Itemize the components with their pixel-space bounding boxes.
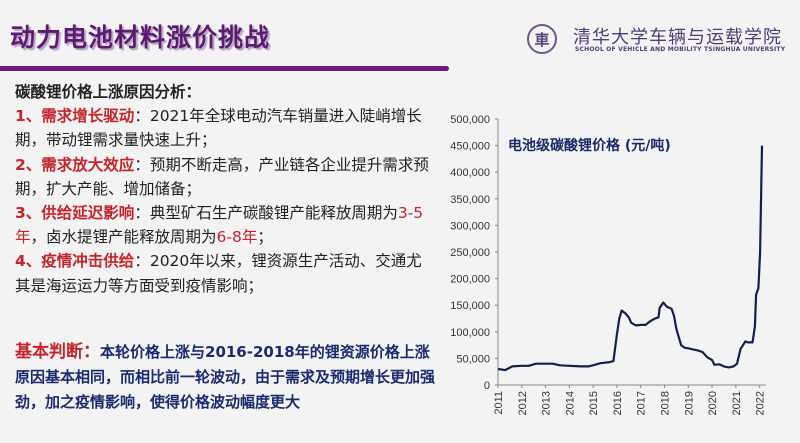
y-tick-label: 200,000 <box>450 274 490 286</box>
price-line <box>497 145 764 372</box>
x-tick-label: 2018 <box>659 391 671 415</box>
y-tick-label: 400,000 <box>450 167 490 179</box>
university-logo: 車 <box>527 24 557 54</box>
y-tick-label: 500,000 <box>450 114 490 126</box>
school-name-cn: 清华大学车辆与运载学院 <box>573 27 782 48</box>
analysis-block: 碳酸锂价格上涨原因分析： 1、需求增长驱动：2021年全球电动汽车销量进入陡峭增… <box>15 80 435 298</box>
x-tick-label: 2019 <box>683 391 695 415</box>
x-tick-label: 2016 <box>612 391 624 415</box>
y-tick-label: 150,000 <box>450 300 490 312</box>
x-tick-label: 2011 <box>493 391 505 415</box>
y-tick-label: 350,000 <box>450 194 490 206</box>
judgment-text: 本轮价格上涨与2016-2018年的锂资源价格上涨原因基本相同，而相比前一轮波动… <box>15 343 436 411</box>
y-tick-label: 450,000 <box>450 141 490 153</box>
x-tick-label: 2014 <box>564 391 576 415</box>
analysis-heading: 碳酸锂价格上涨原因分析： <box>15 83 202 101</box>
x-tick-label: 2013 <box>541 391 553 415</box>
y-tick-label: 50,000 <box>456 353 490 365</box>
y-tick-label: 0 <box>484 380 490 392</box>
basic-judgment: 基本判断：本轮价格上涨与2016-2018年的锂资源价格上涨原因基本相同，而相比… <box>15 340 435 415</box>
analysis-item-1: 1、需求增长驱动：2021年全球电动汽车销量进入陡峭增长期，带动锂需求量快速上升… <box>15 107 422 150</box>
analysis-item-3: 3、供给延迟影响：典型矿石生产碳酸锂产能释放周期为3-5年，卤水提锂产能释放周期… <box>15 204 424 247</box>
x-tick-label: 2012 <box>517 391 529 415</box>
y-tick-label: 100,000 <box>450 327 490 339</box>
slide-title: 动力电池材料涨价挑战 <box>10 23 271 52</box>
x-tick-label: 2015 <box>588 391 600 415</box>
x-tick-label: 2020 <box>707 391 719 415</box>
x-tick-label: 2017 <box>636 391 648 415</box>
title-underline <box>0 66 449 71</box>
y-tick-label: 250,000 <box>450 247 490 259</box>
analysis-item-4: 4、疫情冲击供给：2020年以来，锂资源生产活动、交通尤其是海运运力等方面受到疫… <box>15 252 422 295</box>
x-tick-label: 2022 <box>755 391 767 415</box>
chart-title: 电池级碳酸锂价格 (元/吨) <box>508 137 671 154</box>
y-tick-label: 300,000 <box>450 220 490 232</box>
logo-glyph: 車 <box>534 30 550 49</box>
analysis-item-2: 2、需求放大效应：预期不断走高，产业链各企业提升需求预期，扩大产能、增加储备； <box>15 155 429 198</box>
school-name-en: SCHOOL OF VEHICLE AND MOBILITY TSINGHUA … <box>575 46 786 53</box>
x-tick-label: 2021 <box>731 391 743 415</box>
judgment-label: 基本判断： <box>15 342 100 362</box>
